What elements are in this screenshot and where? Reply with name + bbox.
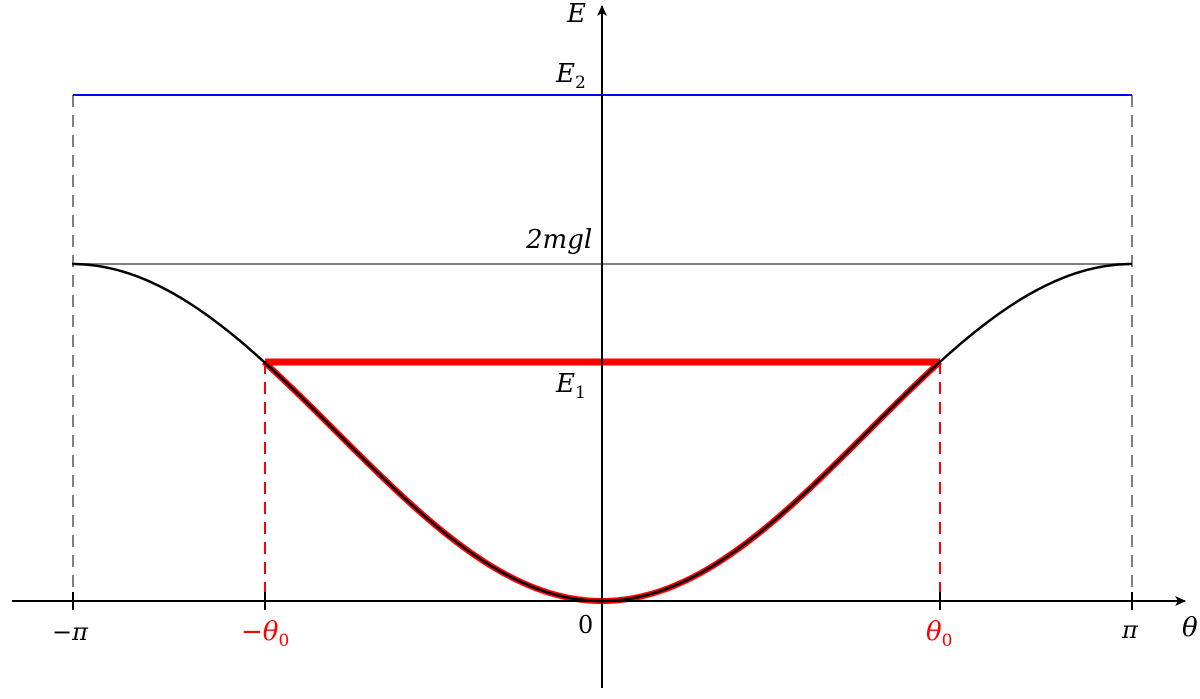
label-E1: E1	[555, 369, 586, 403]
tick-label-zero: 0	[578, 611, 593, 639]
tick-label-theta0: θ0	[926, 617, 952, 651]
label-separatrix: 2mgl	[525, 225, 592, 255]
x-axis-label: θ	[1182, 613, 1198, 643]
tick-label-neg-pi: −π	[52, 618, 89, 646]
tick-label-pi: π	[1121, 616, 1139, 644]
y-axis-label: E	[566, 0, 586, 29]
tick-label-neg-theta0: −θ0	[241, 617, 289, 651]
label-E2: E2	[555, 59, 586, 93]
